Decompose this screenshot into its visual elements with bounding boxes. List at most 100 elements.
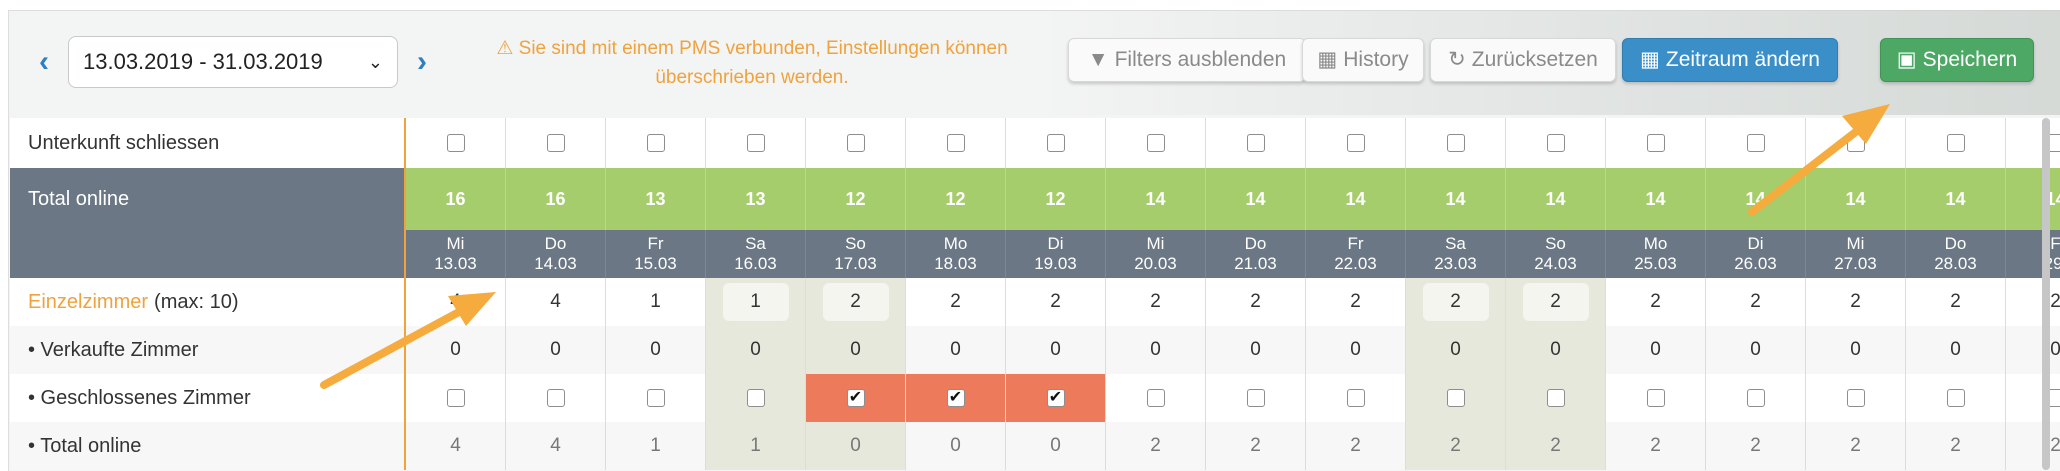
- closed-room-cell: [1305, 374, 1405, 422]
- closed-room-checkbox[interactable]: [1347, 389, 1365, 407]
- availability-value[interactable]: 2: [1150, 291, 1161, 313]
- closed-room-checkbox[interactable]: [747, 389, 765, 407]
- closed-room-checkbox[interactable]: ✔: [1047, 389, 1065, 407]
- close-property-checkbox[interactable]: [1647, 134, 1665, 152]
- hide-filters-button[interactable]: ▼Filters ausblenden: [1068, 38, 1306, 82]
- day-of-week: Fr: [1347, 234, 1363, 254]
- closed-room-checkbox[interactable]: [1247, 389, 1265, 407]
- change-period-button[interactable]: ▦Zeitraum ändern: [1622, 38, 1838, 82]
- close-property-cell: [1505, 118, 1605, 168]
- availability-value[interactable]: 2: [1050, 291, 1061, 313]
- close-property-checkbox[interactable]: [947, 134, 965, 152]
- closed-room-cell: [705, 374, 805, 422]
- closed-room-checkbox[interactable]: [647, 389, 665, 407]
- room-total-online-cell: 2: [1705, 422, 1805, 470]
- availability-value[interactable]: 1: [723, 283, 789, 321]
- close-property-checkbox[interactable]: [1047, 134, 1065, 152]
- day-of-week: F: [2050, 234, 2060, 254]
- closed-room-checkbox[interactable]: [1747, 389, 1765, 407]
- sold-rooms-cell: 0: [605, 326, 705, 374]
- close-property-checkbox[interactable]: [647, 134, 665, 152]
- close-property-cell: [1105, 118, 1205, 168]
- closed-room-checkbox[interactable]: [1147, 389, 1165, 407]
- closed-room-checkbox[interactable]: [1847, 389, 1865, 407]
- room-total-online-cell: 0: [905, 422, 1005, 470]
- closed-room-checkbox[interactable]: [1547, 389, 1565, 407]
- filter-icon: ▼: [1088, 39, 1109, 81]
- close-property-checkbox[interactable]: [1547, 134, 1565, 152]
- total-online-cell: 14: [1105, 168, 1205, 230]
- close-property-cell: [405, 118, 505, 168]
- close-property-checkbox[interactable]: [1947, 134, 1965, 152]
- day-date: 21.03: [1234, 254, 1277, 274]
- availability-value[interactable]: 2: [1523, 283, 1589, 321]
- room-total-online-cell: 4: [505, 422, 605, 470]
- closed-room-checkbox[interactable]: ✔: [947, 389, 965, 407]
- closed-room-checkbox[interactable]: [1647, 389, 1665, 407]
- closed-room-cell: [1505, 374, 1605, 422]
- availability-cell: 2: [1705, 278, 1805, 326]
- availability-value[interactable]: 1: [650, 291, 661, 313]
- close-property-checkbox[interactable]: [747, 134, 765, 152]
- date-range-select[interactable]: 13.03.2019 - 31.03.2019 ⌄: [68, 36, 398, 88]
- date-header-label: [10, 230, 404, 278]
- vertical-scrollbar[interactable]: [2042, 118, 2050, 470]
- closed-room-checkbox[interactable]: [447, 389, 465, 407]
- availability-value[interactable]: 2: [1650, 291, 1661, 313]
- availability-value[interactable]: 4: [450, 291, 461, 313]
- close-property-checkbox[interactable]: [1347, 134, 1365, 152]
- close-property-checkbox[interactable]: [447, 134, 465, 152]
- closed-room-checkbox[interactable]: [547, 389, 565, 407]
- calendar-icon: ▦: [1640, 39, 1660, 81]
- close-property-checkbox[interactable]: [1147, 134, 1165, 152]
- floppy-disk-icon: ▣: [1897, 39, 1917, 81]
- closed-room-cell: ✔: [805, 374, 905, 422]
- availability-cell: 2: [1405, 278, 1505, 326]
- sold-rooms-cell: 0: [1505, 326, 1605, 374]
- save-button[interactable]: ▣ Speichern: [1880, 38, 2034, 82]
- close-property-checkbox[interactable]: [1447, 134, 1465, 152]
- availability-value[interactable]: 2: [2050, 291, 2060, 313]
- availability-value[interactable]: 2: [1250, 291, 1261, 313]
- reset-button[interactable]: ↻Zurücksetzen: [1430, 38, 1616, 82]
- previous-period-icon[interactable]: ‹: [32, 46, 56, 78]
- history-button[interactable]: ▦History: [1302, 38, 1424, 82]
- sold-rooms-cell: 0: [405, 326, 505, 374]
- day-date: 23.03: [1434, 254, 1477, 274]
- availability-value[interactable]: 2: [1423, 283, 1489, 321]
- close-property-checkbox[interactable]: [1747, 134, 1765, 152]
- close-property-checkbox[interactable]: [1847, 134, 1865, 152]
- closed-room-cell: [1805, 374, 1905, 422]
- availability-value[interactable]: 4: [550, 291, 561, 313]
- closed-room-checkbox[interactable]: [1947, 389, 1965, 407]
- availability-value[interactable]: 2: [1350, 291, 1361, 313]
- availability-value[interactable]: 2: [1950, 291, 1961, 313]
- availability-cell: 2: [1505, 278, 1605, 326]
- availability-value[interactable]: 2: [950, 291, 961, 313]
- availability-cell: 2: [1105, 278, 1205, 326]
- availability-value[interactable]: 2: [1850, 291, 1861, 313]
- warning-icon: ⚠: [496, 38, 518, 59]
- sold-rooms-cell: 0: [1805, 326, 1905, 374]
- close-property-checkbox[interactable]: [1247, 134, 1265, 152]
- closed-room-checkbox[interactable]: ✔: [847, 389, 865, 407]
- close-property-checkbox[interactable]: [847, 134, 865, 152]
- close-property-checkbox[interactable]: [547, 134, 565, 152]
- next-period-icon[interactable]: ›: [410, 46, 434, 78]
- availability-value[interactable]: 2: [823, 283, 889, 321]
- close-property-cell: [1805, 118, 1905, 168]
- room-type-link[interactable]: Einzelzimmer: [28, 291, 148, 314]
- total-online-cell: 14: [1305, 168, 1405, 230]
- availability-cell: 2: [1005, 278, 1105, 326]
- availability-value[interactable]: 2: [1750, 291, 1761, 313]
- save-label: Speichern: [1923, 48, 2018, 71]
- sold-rooms-label: • Verkaufte Zimmer: [10, 326, 404, 374]
- closed-room-checkbox[interactable]: [1447, 389, 1465, 407]
